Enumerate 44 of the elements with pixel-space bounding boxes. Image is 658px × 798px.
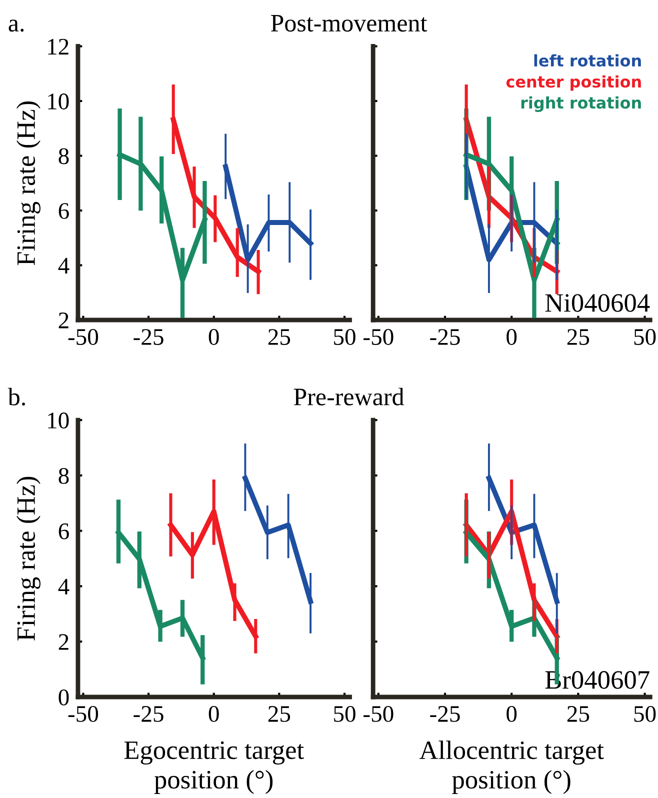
y-tick-label: 12 [48, 38, 68, 54]
x-tick-label: 25 [268, 329, 290, 345]
x-tick-label: 0 [506, 706, 517, 722]
y-tick-label: 2 [58, 312, 68, 328]
x-tick-label: -25 [134, 706, 164, 722]
x-tick-label: -25 [134, 329, 164, 345]
x-axis-title: Allocentric target position (°) [419, 740, 604, 794]
y-tick-label: 8 [58, 148, 69, 164]
y-tick-label: 0 [58, 689, 69, 706]
x-tick-label: 50 [334, 329, 356, 345]
x-tick-label: -50 [364, 706, 394, 722]
x-tick-label: -50 [68, 706, 98, 722]
x-axis-title: Egocentric target position (°) [124, 741, 304, 794]
y-tick-label: 10 [48, 94, 69, 110]
y-tick-label: 2 [58, 634, 68, 650]
x-tick-label: 25 [268, 706, 290, 722]
x-tick-label: 0 [208, 329, 219, 345]
text: center position [506, 75, 641, 91]
x-tick-label: -25 [430, 706, 460, 722]
x-tick-label: 50 [634, 329, 656, 345]
x-tick-label: 25 [567, 329, 590, 345]
text: b. [8, 388, 25, 406]
y-tick-label: 6 [58, 203, 69, 219]
text: left rotation [534, 54, 641, 67]
x-tick-label: 0 [506, 329, 517, 345]
x-tick-label: -50 [364, 329, 394, 345]
y-tick-label: 10 [48, 412, 69, 428]
text: a. [8, 20, 24, 32]
x-tick-label: 25 [567, 706, 590, 722]
y-axis-title: Firing rate (Hz) [16, 102, 40, 266]
chart-title: Post-movement [270, 15, 428, 32]
text: right rotation [521, 96, 641, 112]
x-tick-label: 50 [334, 706, 356, 722]
y-tick-label: 6 [58, 523, 69, 540]
annotation: Ni040604 [545, 294, 650, 312]
x-tick-label: 50 [634, 706, 656, 722]
y-tick-label: 4 [58, 578, 70, 594]
y-tick-label: 8 [58, 468, 69, 484]
chart-title: Pre-reward [294, 388, 404, 406]
x-tick-label: -25 [430, 329, 460, 345]
y-tick-label: 4 [58, 258, 70, 274]
y-axis-title: Firing rate (Hz) [16, 476, 40, 641]
x-tick-label: -50 [68, 329, 98, 345]
x-tick-label: 0 [208, 706, 219, 722]
